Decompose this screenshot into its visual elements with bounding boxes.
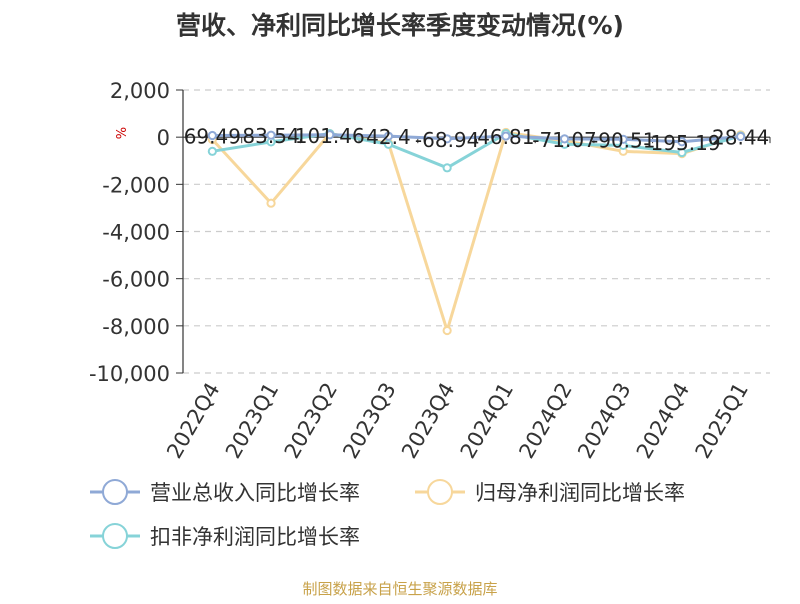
legend-label: 扣非净利润同比增长率 (150, 525, 360, 549)
legend-marker (102, 479, 128, 505)
data-point (442, 325, 452, 336)
data-point (501, 131, 511, 141)
data-point (266, 130, 276, 140)
legend-marker (427, 479, 453, 505)
data-point (736, 131, 746, 142)
data-label: -71.07 (532, 128, 596, 152)
data-point (207, 146, 217, 156)
x-tick-label: 2022Q4 (162, 379, 224, 463)
y-tick-label: -10,000 (89, 362, 170, 386)
x-tick-label: 2024Q2 (514, 379, 576, 463)
series-line (212, 132, 742, 170)
legend-label: 归母净利润同比增长率 (475, 481, 685, 505)
x-tick-label: 2024Q1 (456, 379, 518, 463)
data-point (383, 131, 394, 141)
y-tick-label: 0 (157, 126, 170, 150)
data-point (266, 198, 276, 208)
data-point (325, 130, 335, 140)
data-point (442, 163, 452, 173)
legend-label: 营业总收入同比增长率 (150, 481, 360, 505)
x-tick-label: 2024Q3 (573, 379, 635, 463)
series-lines (207, 127, 746, 336)
y-tick-label: -6,000 (102, 268, 170, 292)
data-label: 83.54 (242, 124, 299, 148)
data-point (207, 130, 217, 141)
chart-title: 营收、净利同比增长率季度变动情况(%) (176, 11, 624, 40)
data-point (559, 134, 570, 144)
data-point (442, 134, 452, 144)
x-tick-label: 2023Q1 (221, 379, 283, 463)
data-label: 46.81 (477, 125, 534, 149)
data-label: -90.51 (591, 128, 655, 152)
x-tick-label: 2025Q1 (691, 379, 753, 463)
y-axis-unit: % (115, 127, 130, 139)
data-label: 42.4 (366, 125, 411, 149)
x-tick-label: 2023Q2 (280, 379, 342, 463)
data-label: -195.19 (643, 131, 720, 155)
series-line (212, 133, 741, 144)
y-tick-label: -4,000 (102, 221, 170, 245)
x-tick-label: 2024Q4 (632, 379, 694, 463)
x-tick-label: 2023Q4 (397, 379, 459, 463)
y-tick-label: 2,000 (110, 79, 170, 103)
data-label: -68.94 (415, 128, 479, 152)
data-label: 101.46 (295, 124, 365, 148)
data-point (618, 134, 628, 144)
y-tick-label: -2,000 (102, 173, 170, 197)
x-tick-label: 2023Q3 (338, 379, 400, 463)
y-tick-label: -8,000 (102, 315, 170, 339)
gridlines (183, 89, 770, 374)
series-line (211, 130, 742, 333)
source-note: 制图数据来自恒生聚源数据库 (302, 580, 497, 598)
legend-marker (102, 523, 128, 549)
data-label: 28.44 (712, 125, 769, 149)
data-point (677, 147, 687, 158)
data-label: 69.49 (184, 125, 241, 149)
data-point (677, 137, 687, 147)
